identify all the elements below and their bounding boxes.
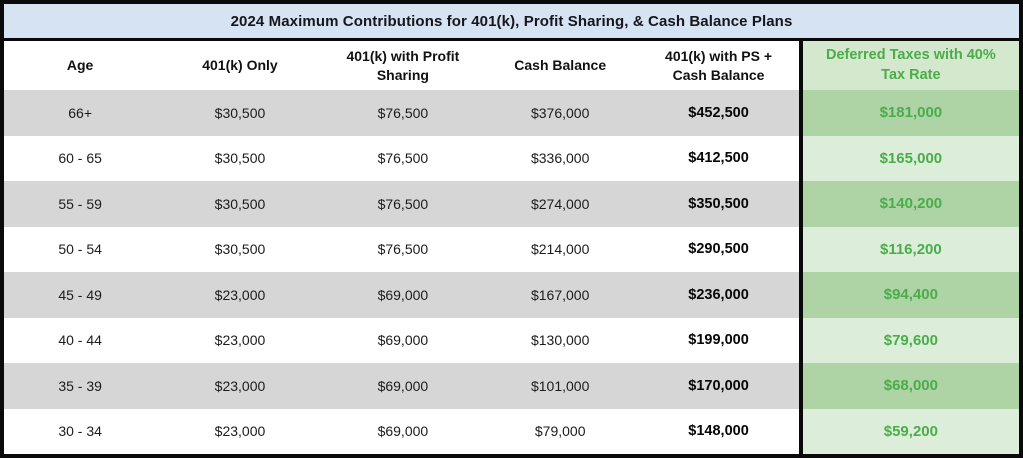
age-cell: 30 - 34 [4,408,157,454]
value-cell: $30,500 [156,226,324,272]
age-cell: 50 - 54 [4,226,157,272]
value-cell: $94,400 [798,272,1019,318]
value-cell: $165,000 [798,135,1019,181]
value-cell: $76,500 [323,226,483,272]
header-row: Age 401(k) Only 401(k) with Profit Sharing… [4,41,1019,90]
age-cell: 35 - 39 [4,363,157,409]
value-cell: $76,500 [323,181,483,227]
value-cell: $350,500 [638,181,801,227]
column-header-5: Deferred Taxes with 40% Tax Rate [798,41,1019,90]
value-cell: $130,000 [482,317,639,363]
table-row: 60 - 65 $30,500 $76,500 $336,000 $412,500 $16… [4,135,1019,181]
value-cell: $79,000 [482,408,639,454]
column-header-1: 401(k) Only [202,57,278,74]
table-row: 50 - 54 $30,500 $76,500 $214,000 $290,500 $11… [4,226,1019,272]
table-title-bar: 2024 Maximum Contributions for 401(k), P… [4,4,1019,41]
value-cell: $69,000 [323,363,483,409]
contributions-table: Age 401(k) Only 401(k) with Profit Sharing… [4,41,1019,454]
value-cell: $23,000 [156,317,324,363]
column-header-0: Age [66,57,94,74]
age-cell: 45 - 49 [4,272,157,318]
value-cell: $101,000 [482,363,639,409]
value-cell: $170,000 [638,363,801,409]
value-cell: $167,000 [482,272,639,318]
value-cell: $30,500 [156,181,324,227]
table-row: 40 - 44 $23,000 $69,000 $130,000 $199,000 $79… [4,317,1019,363]
value-cell: $30,500 [156,90,324,136]
value-cell: $23,000 [156,363,324,409]
column-header-2: 401(k) with Profit Sharing [346,47,460,83]
value-cell: $181,000 [798,90,1019,136]
value-cell: $336,000 [482,135,639,181]
value-cell: $23,000 [156,408,324,454]
value-cell: $199,000 [638,317,801,363]
value-cell: $274,000 [482,181,639,227]
table-head: Age 401(k) Only 401(k) with Profit Sharing… [4,41,1019,90]
age-cell: 55 - 59 [4,181,157,227]
value-cell: $148,000 [638,408,801,454]
table-row: 55 - 59 $30,500 $76,500 $274,000 $350,500 $14… [4,181,1019,227]
value-cell: $69,000 [323,272,483,318]
table-title: 2024 Maximum Contributions for 401(k), P… [230,12,793,30]
value-cell: $412,500 [638,135,801,181]
age-cell: 60 - 65 [4,135,157,181]
value-cell: $376,000 [482,90,639,136]
value-cell: $69,000 [323,408,483,454]
value-cell: $23,000 [156,272,324,318]
table-row: 30 - 34 $23,000 $69,000 $79,000 $148,000 $59,… [4,408,1019,454]
value-cell: $116,200 [798,226,1019,272]
age-cell: 40 - 44 [4,317,157,363]
value-cell: $76,500 [323,90,483,136]
value-cell: $79,600 [798,317,1019,363]
value-cell: $236,000 [638,272,801,318]
value-cell: $59,200 [798,408,1019,454]
age-cell: 66+ [4,90,157,136]
table-wrap: Age 401(k) Only 401(k) with Profit Sharing… [4,41,1019,454]
value-cell: $68,000 [798,363,1019,409]
table-row: 35 - 39 $23,000 $69,000 $101,000 $170,000 $68… [4,363,1019,409]
value-cell: $214,000 [482,226,639,272]
table-body: 66+ $30,500 $76,500 $376,000 $452,500 $181,00… [4,90,1019,454]
value-cell: $30,500 [156,135,324,181]
column-header-3: Cash Balance [514,57,607,74]
value-cell: $76,500 [323,135,483,181]
table-row: 45 - 49 $23,000 $69,000 $167,000 $236,000 $94… [4,272,1019,318]
column-header-4: 401(k) with PS + Cash Balance [665,47,773,83]
table-row: 66+ $30,500 $76,500 $376,000 $452,500 $181,00… [4,90,1019,136]
value-cell: $69,000 [323,317,483,363]
value-cell: $452,500 [638,90,801,136]
value-cell: $290,500 [638,226,801,272]
value-cell: $140,200 [798,181,1019,227]
